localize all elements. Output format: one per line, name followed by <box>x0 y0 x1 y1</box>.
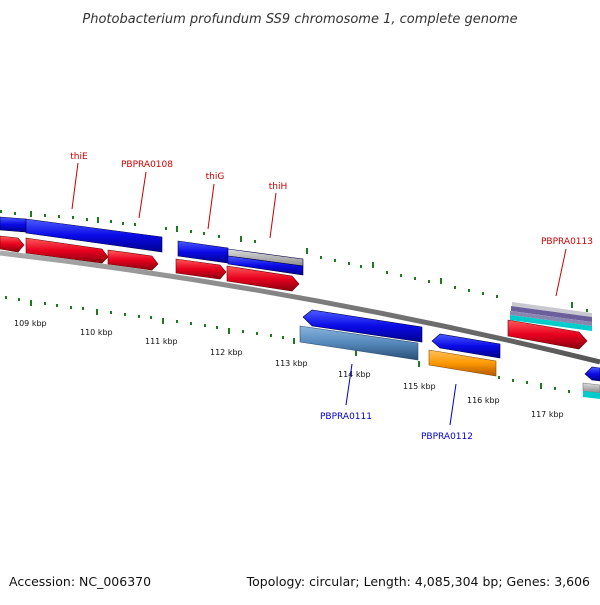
gene-PBPRA0113-purple-2 <box>510 311 592 326</box>
gene-red-arrow-2 <box>25 237 109 264</box>
gene-PBPRA0111-bar <box>299 325 419 361</box>
gene-reverse-blue-3 <box>584 366 600 382</box>
gene-label-thiH: thiH <box>269 182 288 192</box>
chromosome-backbone <box>0 250 600 365</box>
gene-label-PBPRA0112: PBPRA0112 <box>421 432 473 442</box>
gene-label-thiE: thiE <box>70 152 88 162</box>
gene-thiE-bar <box>0 216 27 233</box>
tick-label-110: 110 kbp <box>80 328 113 337</box>
gene-red-arrow-3 <box>107 249 159 271</box>
genome-summary-text: Topology: circular; Length: 4,085,304 bp… <box>246 574 590 589</box>
gene-red-arrow-5 <box>226 265 300 292</box>
gene-labels: thiE PBPRA0108 thiG thiH PBPRA0113 PBPRA… <box>70 152 593 442</box>
gene-reverse-blue-1 <box>302 309 423 343</box>
gene-red-arrow-1 <box>0 235 25 253</box>
upper-tick-track <box>0 210 588 312</box>
gene-PBPRA0113-gray <box>512 302 592 317</box>
tick-label-117: 117 kbp <box>531 410 564 419</box>
tick-label-113: 113 kbp <box>275 359 308 368</box>
tick-label-115: 115 kbp <box>403 382 436 391</box>
accession-text: Accession: NC_006370 <box>9 574 151 589</box>
gene-label-thiG: thiG <box>206 172 225 182</box>
tick-label-112: 112 kbp <box>210 348 243 357</box>
map-title: Photobacterium profundum SS9 chromosome … <box>82 12 517 27</box>
gene-reverse-blue-2 <box>431 333 501 359</box>
gene-reverse-cyan-3 <box>583 391 600 399</box>
gene-PBPRA0113-arrow <box>507 319 588 350</box>
gene-reverse-gray-3 <box>582 382 600 394</box>
tick-label-109: 109 kbp <box>14 319 47 328</box>
gene-PBPRA0113-cyan <box>510 315 592 331</box>
gene-PBPRA0113-stack <box>510 302 592 331</box>
gene-PBPRA0113-purple <box>511 306 592 322</box>
gene-label-PBPRA0108: PBPRA0108 <box>121 160 173 170</box>
tick-label-116: 116 kbp <box>467 396 500 405</box>
lower-tick-track <box>5 296 570 393</box>
gene-red-arrow-4 <box>175 258 227 280</box>
reverse-genes <box>299 309 600 399</box>
tick-labels: 109 kbp 110 kbp 111 kbp 112 kbp 113 kbp … <box>14 319 564 419</box>
label-leaders <box>71 162 567 426</box>
gene-thiG-bar <box>177 240 229 264</box>
forward-red-genes <box>0 235 588 350</box>
gene-PBPRA0112-bar <box>428 349 497 377</box>
tick-label-111: 111 kbp <box>145 337 178 346</box>
gene-label-PBPRA0111: PBPRA0111 <box>320 412 372 422</box>
forward-blue-genes <box>0 216 304 276</box>
gene-thiH-blue-bar <box>227 255 304 276</box>
tick-label-114: 114 kbp <box>338 370 371 379</box>
gene-label-PBPRA0113: PBPRA0113 <box>541 237 593 247</box>
gene-PBPRA0108-bar <box>25 218 163 253</box>
